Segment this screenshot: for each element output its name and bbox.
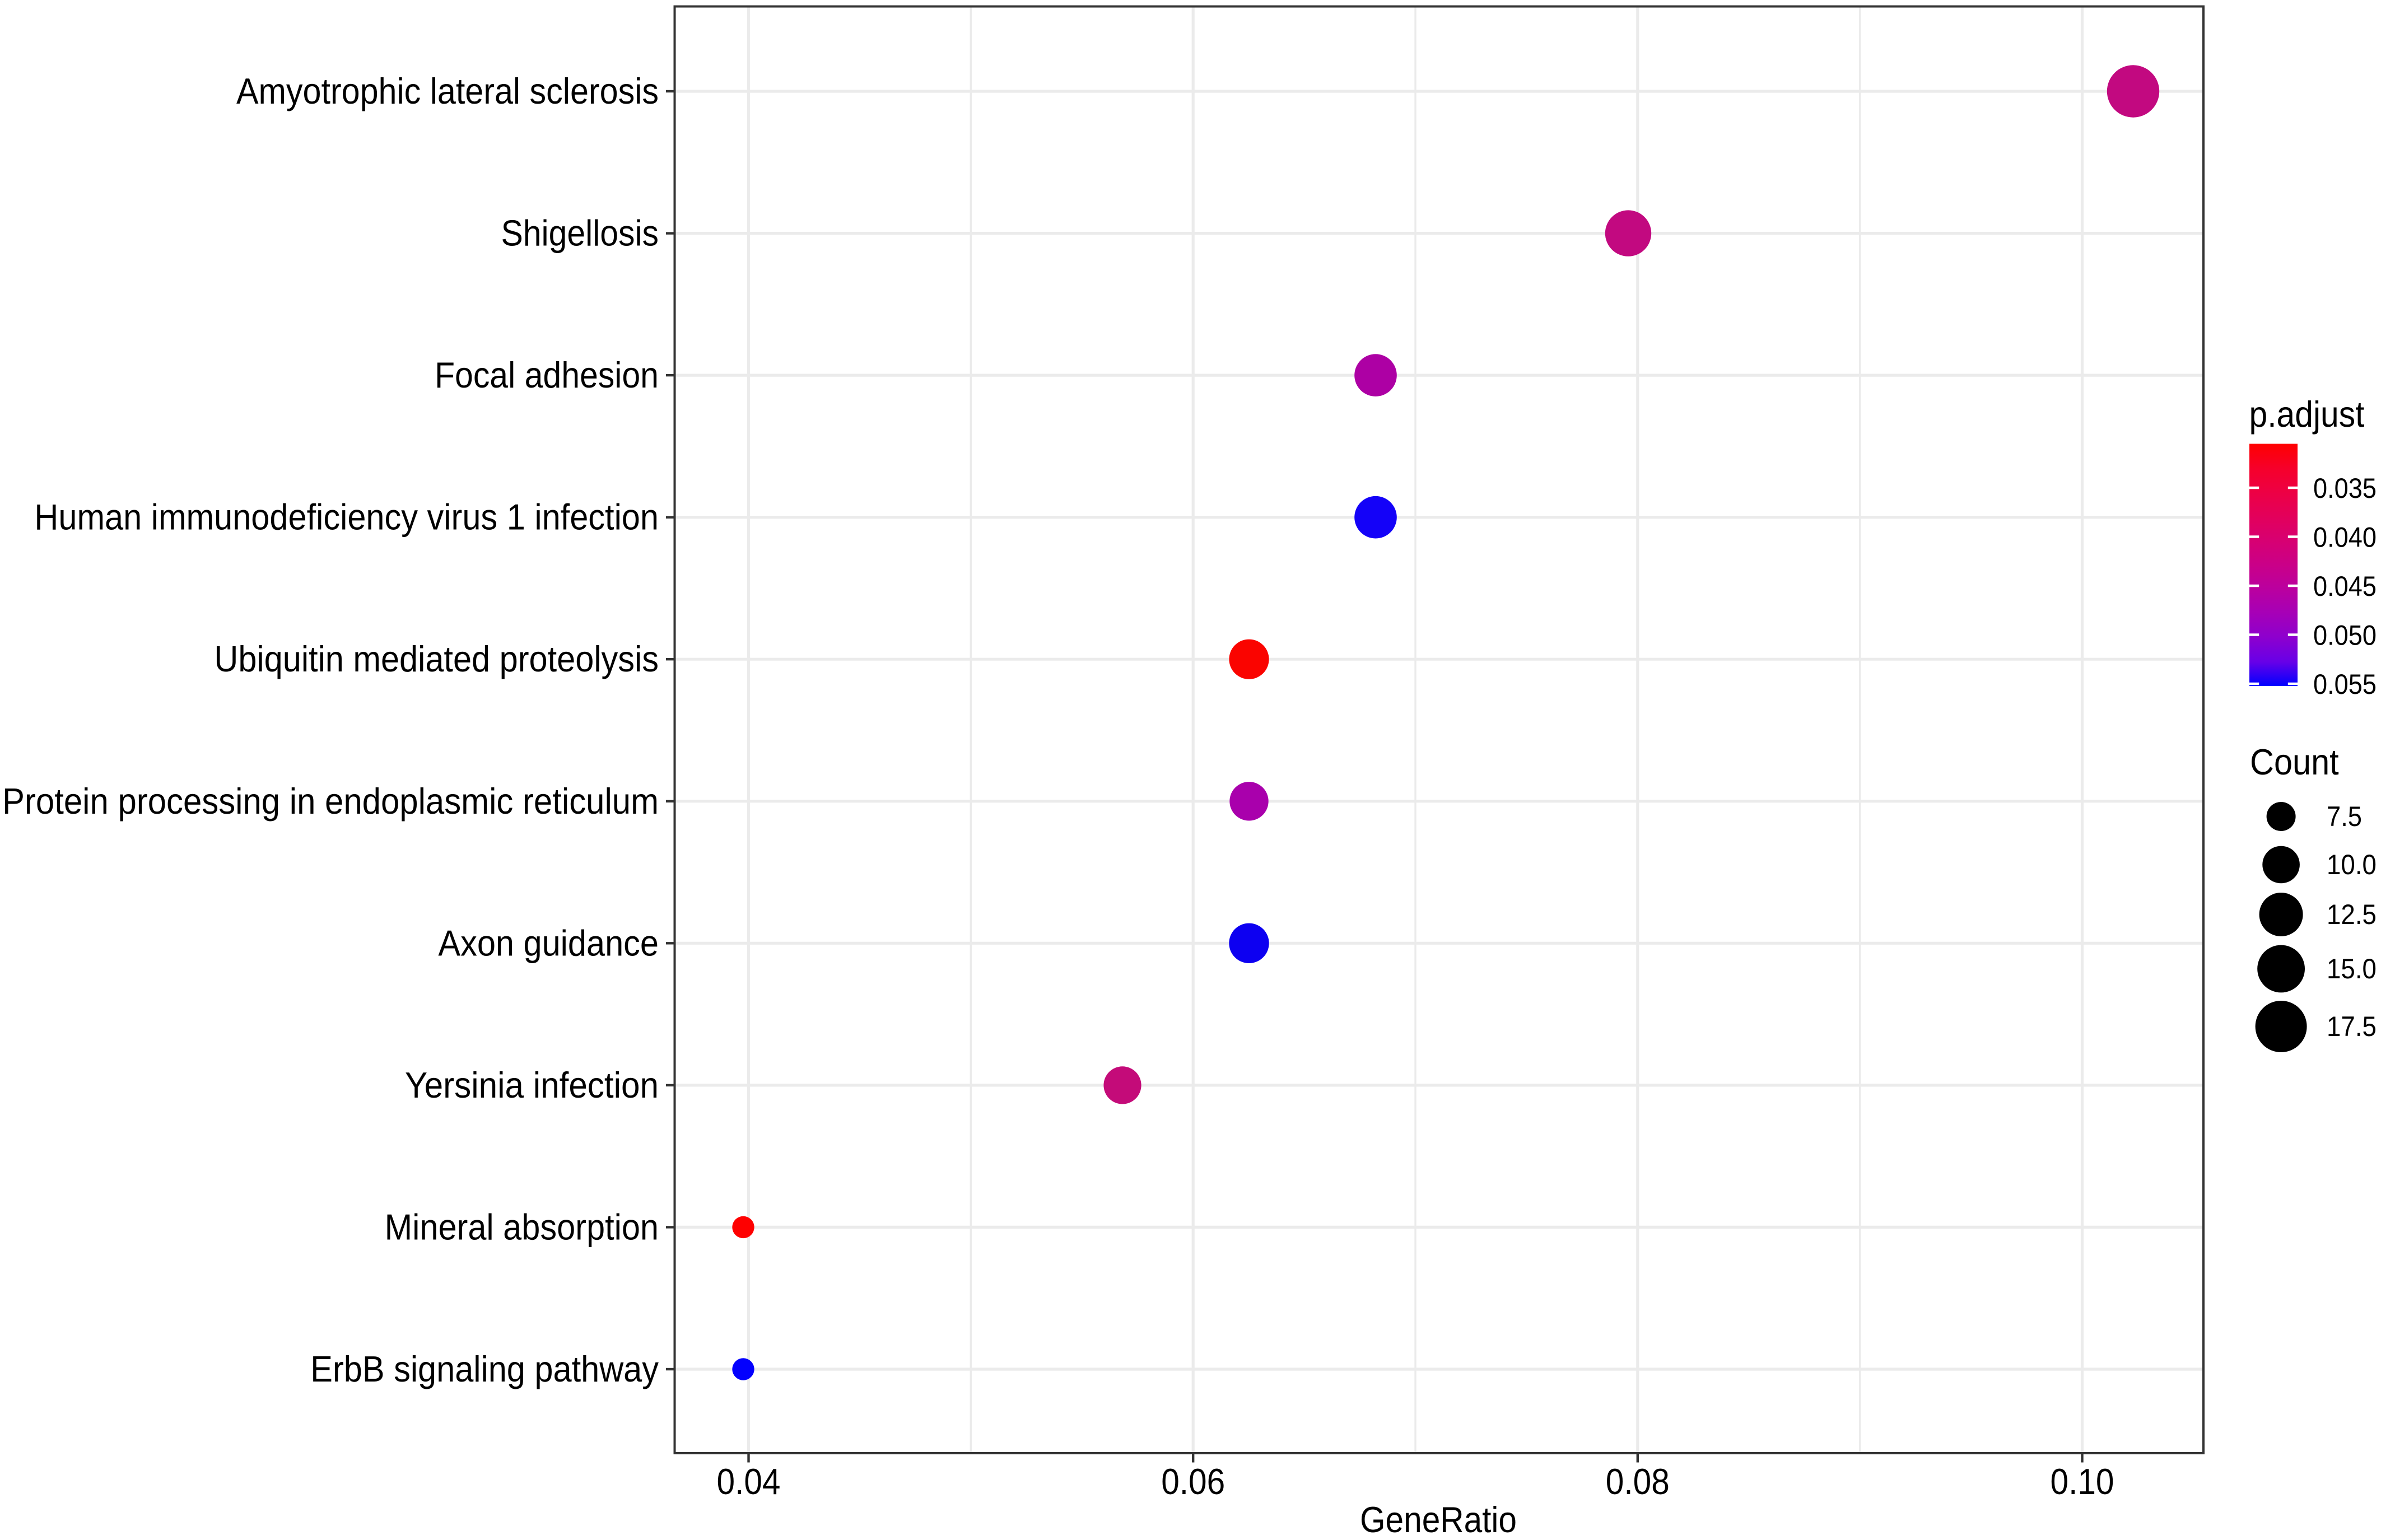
svg-text:15.0: 15.0 [2327,953,2377,984]
svg-text:Protein processing in endoplas: Protein processing in endoplasmic reticu… [2,781,659,822]
svg-text:Axon guidance: Axon guidance [438,923,659,963]
svg-text:10.0: 10.0 [2327,849,2377,880]
svg-text:0.08: 0.08 [1606,1462,1670,1502]
svg-text:0.040: 0.040 [2313,522,2377,553]
svg-text:Ubiquitin mediated proteolysis: Ubiquitin mediated proteolysis [214,639,659,679]
svg-text:Focal adhesion: Focal adhesion [435,355,659,395]
svg-text:0.06: 0.06 [1161,1462,1225,1502]
svg-text:Yersinia infection: Yersinia infection [405,1065,659,1105]
svg-text:Count: Count [2250,742,2339,782]
svg-text:7.5: 7.5 [2327,801,2362,832]
svg-text:0.035: 0.035 [2313,473,2377,504]
svg-text:ErbB signaling pathway: ErbB signaling pathway [310,1349,659,1389]
svg-text:12.5: 12.5 [2327,899,2377,930]
svg-text:p.adjust: p.adjust [2249,394,2365,435]
svg-text:Mineral absorption: Mineral absorption [385,1207,659,1247]
svg-text:0.045: 0.045 [2313,571,2377,602]
svg-text:0.10: 0.10 [2051,1462,2114,1502]
svg-text:Amyotrophic lateral sclerosis: Amyotrophic lateral sclerosis [236,71,659,111]
svg-text:GeneRatio: GeneRatio [1360,1500,1517,1537]
svg-text:0.055: 0.055 [2313,669,2377,700]
svg-text:17.5: 17.5 [2327,1011,2377,1042]
svg-text:0.04: 0.04 [717,1462,781,1502]
svg-text:0.050: 0.050 [2313,620,2377,651]
svg-text:Shigellosis: Shigellosis [501,213,659,254]
svg-text:Human immunodeficiency virus 1: Human immunodeficiency virus 1 infection [34,497,659,538]
